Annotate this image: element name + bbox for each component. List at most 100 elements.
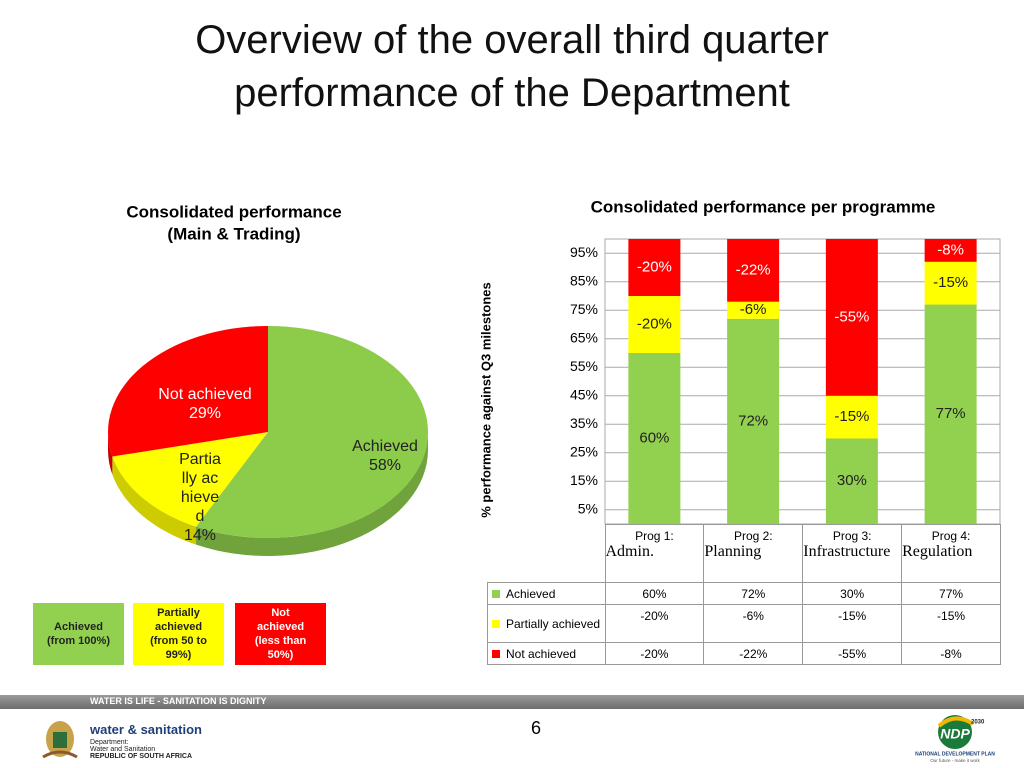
legend-entry: Not achieved <box>492 647 605 661</box>
legend-box-line: Achieved <box>54 621 103 633</box>
table-category: Prog 3: Infrastructure <box>802 524 903 583</box>
legend-box-line: achieved <box>256 621 305 633</box>
table-value: 60% <box>604 582 705 605</box>
series-name-cell: Partially achieved <box>487 604 606 643</box>
table-value: -15% <box>802 604 903 643</box>
dept-line: Department: <box>90 739 129 746</box>
ndp-tagline: Our future - make it work <box>930 758 980 763</box>
bar-value-label: -55% <box>834 308 869 325</box>
legend-box: Partially achieved (from 50 to 99%) <box>133 603 224 665</box>
bar-value-label: -6% <box>740 301 767 318</box>
page-number: 6 <box>530 718 541 738</box>
ndp-mark: NDP <box>940 726 970 742</box>
series-name-cell: Achieved <box>487 582 606 605</box>
legend-label: Achieved <box>506 586 556 601</box>
bar-value-label: -15% <box>834 408 869 425</box>
data-table: Prog 1: Admin. Prog 2: Planning Prog 3: Infra… <box>487 524 1001 665</box>
pie-title: (Main & Trading) <box>167 224 300 243</box>
bar-value-label: 72% <box>738 412 768 429</box>
y-tick-label: 5% <box>578 500 598 516</box>
category-line: Infrastructure <box>803 543 891 560</box>
bar-title: Consolidated performance per programme <box>591 197 936 216</box>
bar-segment <box>727 318 780 524</box>
pie-label: Achieved 58% <box>340 437 430 475</box>
y-tick-label: 45% <box>570 386 598 402</box>
pie-label: Partially achieved 14% <box>178 450 222 545</box>
y-tick-label: 15% <box>570 472 598 488</box>
legend-box-line: (from 50 to <box>150 635 207 647</box>
series-name-cell: Not achieved <box>487 642 606 665</box>
pie-slice <box>196 326 429 538</box>
table-row: Partially achieved -20% -6% -15% -15% <box>487 604 1001 643</box>
table-value: -20% <box>604 604 705 643</box>
legend-entry: Achieved <box>492 587 605 601</box>
footer-band: WATER IS LIFE - SANITATION IS DIGNITY <box>0 695 1024 709</box>
legend-box-line: 99%) <box>165 649 192 661</box>
pie-title: Consolidated performance <box>126 202 341 221</box>
bar-value-label: -15% <box>933 274 968 291</box>
bar-value-label: -8% <box>937 241 964 258</box>
legend-box-line: achieved <box>154 621 203 633</box>
table-value: 30% <box>802 582 903 605</box>
category-line: Regulation <box>902 543 973 560</box>
legend-swatch <box>492 619 500 628</box>
table-header-row: Prog 1: Admin. Prog 2: Planning Prog 3: Infra… <box>488 524 1001 583</box>
table-value: -8% <box>901 642 1001 665</box>
bar-value-label: 77% <box>936 405 966 422</box>
footer-dept: Department: Water and Sanitation REPUBLI… <box>90 739 192 760</box>
bar-segment <box>924 304 977 524</box>
table-value: 72% <box>703 582 804 605</box>
legend-box-line: Not <box>271 607 290 619</box>
category-line: Prog 3: <box>832 529 872 543</box>
category-line: Prog 1: <box>635 529 674 543</box>
bar-value-label: -20% <box>637 315 672 332</box>
pie-label-category: Partially achieved <box>179 451 221 525</box>
table-category: Prog 4: Regulation <box>901 524 1001 583</box>
title-line: Overview of the overall third quarter <box>195 18 829 62</box>
bar-segment <box>727 239 780 302</box>
table-category: Prog 1: Admin. <box>604 524 705 583</box>
bar-value-label: -20% <box>637 258 672 275</box>
table-value: -6% <box>703 604 804 643</box>
pie-label-value: 58% <box>368 457 402 474</box>
y-tick-label: 95% <box>570 244 598 260</box>
pie-slice <box>107 326 268 457</box>
title-line: performance of the Department <box>234 71 790 115</box>
footer-brand: water & sanitation <box>90 722 202 737</box>
legend-box: Achieved (from 100%) <box>33 603 124 665</box>
pie-label-value: 14% <box>183 527 217 544</box>
table-category: Prog 2: Planning <box>703 524 804 583</box>
pie-label-category: Not achieved <box>158 386 252 403</box>
table-value: -20% <box>604 642 705 665</box>
bar-segment <box>924 239 977 262</box>
table-value: -22% <box>703 642 804 665</box>
y-tick-label: 75% <box>570 301 598 317</box>
bar-segment <box>628 296 681 353</box>
table-value: -55% <box>802 642 903 665</box>
ndp-year: 2030 <box>971 720 985 726</box>
category-line: Admin. <box>605 543 654 560</box>
coat-of-arms <box>42 721 78 759</box>
bar-segment <box>727 301 780 319</box>
legend-label: Partially achieved <box>506 616 601 631</box>
legend-box: Not achieved (less than 50%) <box>235 603 326 665</box>
pie-label-value: 29% <box>188 405 222 422</box>
slide-title: Overview of the overall third quarter pe… <box>0 14 1024 120</box>
bar-segment <box>825 438 878 524</box>
bar-segment <box>924 261 977 305</box>
y-tick-label: 85% <box>570 272 598 288</box>
pie-label: Not achieved 29% <box>150 385 260 423</box>
table-value: 77% <box>901 582 1001 605</box>
bar-value-label: -22% <box>736 261 771 278</box>
y-tick-label: 65% <box>570 329 598 345</box>
pie-label-category: Achieved <box>352 438 418 455</box>
pie-side <box>196 432 428 556</box>
footer-banner: WATER IS LIFE - SANITATION IS DIGNITY <box>90 696 267 706</box>
legend-swatch <box>492 649 500 658</box>
legend-swatch <box>492 589 500 598</box>
category-line: Prog 4: <box>931 529 971 543</box>
y-tick-label: 35% <box>570 415 598 431</box>
dept-line: Water and Sanitation <box>90 746 156 753</box>
